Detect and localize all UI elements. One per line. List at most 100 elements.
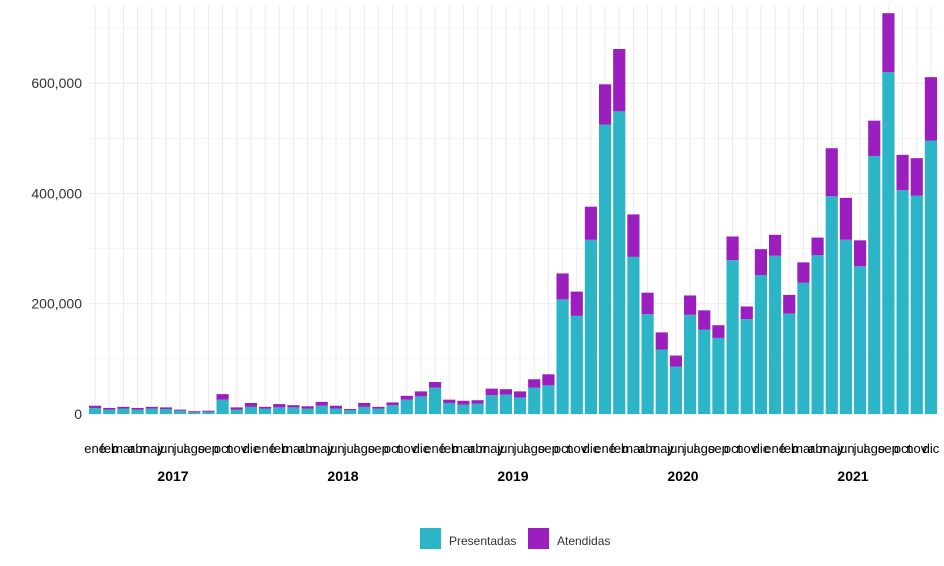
bar-atendidas [372,406,385,409]
bar-presentadas [414,396,428,414]
bar-atendidas [627,214,640,257]
bar-presentadas [301,408,314,414]
x-tick-label-month: feb [100,441,118,456]
bar-atendidas [117,406,130,409]
bar-presentadas [428,387,442,414]
x-tick-label-month: dic [923,441,940,456]
x-tick-label-month: may [649,441,674,456]
x-tick-label-month: ago [353,441,375,456]
x-tick-label-month: jun [156,441,174,456]
bar-atendidas [754,249,768,276]
x-tick-label-month: abr [298,441,317,456]
x-tick-label-month: dic [413,441,430,456]
bar-atendidas [683,295,697,315]
bar-presentadas [471,403,484,414]
bar-atendidas [896,154,909,191]
x-tick-label-month: ago [523,441,545,456]
bar-atendidas [400,395,413,400]
x-tick-label-month: may [819,441,844,456]
bar-presentadas [513,397,527,414]
bar-atendidas [513,391,527,398]
legend-label-presentadas: Presentadas [449,534,516,548]
bar-atendidas [315,401,328,406]
bar-presentadas [712,337,725,414]
x-tick-label-month: feb [270,441,288,456]
x-year-label: 2018 [327,468,358,484]
x-tick-label-month: sep [368,441,389,456]
bar-presentadas [145,408,158,414]
bar-atendidas [542,374,555,386]
bar-presentadas [669,366,683,414]
bar-presentadas [811,255,824,414]
bar-atendidas [287,405,300,408]
bar-atendidas [613,49,626,112]
bar-presentadas [131,409,144,414]
bars [88,13,938,415]
bar-atendidas [443,399,456,403]
bar-presentadas [683,314,697,414]
bar-presentadas [882,72,895,414]
bar-atendidas [783,294,796,314]
y-tick-label: 0 [74,406,82,422]
legend-swatch-presentadas [420,528,441,549]
bar-presentadas [924,140,938,414]
bar-presentadas [400,399,413,414]
x-tick-label-month: dic [753,441,770,456]
bar-atendidas [457,400,470,405]
bar-presentadas [853,266,867,414]
bar-presentadas [457,404,470,414]
bar-atendidas [698,310,711,330]
x-tick-label-month: may [309,441,334,456]
x-tick-label-month: jun [836,441,854,456]
bar-atendidas [173,409,187,411]
bar-presentadas [117,408,130,414]
bar-atendidas [471,400,484,404]
legend: Presentadas Atendidas [420,528,610,549]
bar-presentadas [698,329,711,414]
bar-presentadas [655,349,668,414]
bar-presentadas [598,124,612,415]
x-tick-label-month: jun [326,441,344,456]
bar-atendidas [797,262,810,283]
x-tick-label-month: nov [396,441,417,456]
bar-atendidas [88,405,102,408]
x-tick-label-month: oct [384,441,402,456]
x-axis: enefebmarabrmayjunjulagosepoctnovdicenef… [84,441,939,484]
x-tick-label-month: mar [792,441,815,456]
x-tick-label-month: mar [452,441,475,456]
x-year-label: 2019 [497,468,528,484]
x-tick-label-month: ene [594,441,616,456]
bar-atendidas [556,273,569,300]
bar-presentadas [188,412,201,414]
bar-presentadas [287,407,300,414]
x-tick-label-month: dic [243,441,260,456]
bar-presentadas [726,260,739,414]
x-tick-label-month: mar [622,441,645,456]
x-tick-label-month: jul [343,441,357,456]
bar-presentadas [783,313,796,414]
bar-atendidas [924,77,938,141]
bar-atendidas [598,84,612,125]
bar-presentadas [88,407,102,414]
bar-atendidas [882,13,895,73]
bar-atendidas [839,197,853,240]
bar-presentadas [910,195,923,414]
x-tick-label-month: abr [638,441,657,456]
y-tick-label: 400,000 [31,185,82,201]
bar-atendidas [343,409,357,411]
bar-atendidas [868,120,881,156]
bar-atendidas [103,407,116,410]
x-tick-label-month: oct [214,441,232,456]
bar-atendidas [570,291,583,316]
x-year-label: 2021 [837,468,868,484]
bar-presentadas [839,239,853,414]
bar-presentadas [825,196,838,414]
bar-presentadas [358,406,371,414]
x-tick-label-month: ago [863,441,885,456]
bar-presentadas [584,239,598,414]
bar-atendidas [244,402,258,407]
x-tick-label-month: jul [683,441,697,456]
bar-atendidas [202,410,215,412]
